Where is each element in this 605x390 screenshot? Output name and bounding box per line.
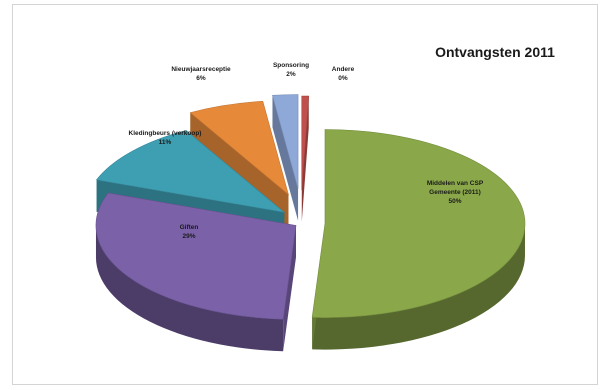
pie-slice-1 [95, 192, 297, 352]
pie-slice-0 [311, 129, 526, 350]
slice-value-3: 6% [196, 75, 206, 82]
slice-label-5: Andere 0% [332, 66, 355, 82]
pie-slice-4 [272, 94, 299, 221]
slice-value-4: 2% [286, 71, 296, 78]
pie-labels: Middelen van CSP Gemeente (2011) 50% Giften… [129, 62, 484, 240]
pie-slices [95, 94, 526, 352]
slice-label-4: Sponsoring 2% [273, 62, 309, 78]
slice-value-0: 50% [448, 198, 461, 205]
pie-slice-5 [301, 95, 310, 223]
slice-value-1: 29% [182, 233, 195, 240]
slice-value-2: 11% [159, 139, 172, 146]
chart-title: Ontvangsten 2011 [435, 44, 555, 60]
chart-frame: Ontvangsten 2011 Middelen van CSP Gemeent… [12, 4, 598, 385]
pie-chart: Ontvangsten 2011 Middelen van CSP Gemeent… [95, 44, 555, 352]
slice-label-1: Giften 29% [180, 224, 199, 240]
slice-label-3: Nieuwjaarsreceptie 6% [171, 66, 231, 82]
slice-label-0: Middelen van CSP Gemeente (2011) 50% [427, 180, 484, 205]
slice-label-2: Kledingbeurs (verkoop) 11% [129, 130, 202, 146]
slice-value-5: 0% [338, 75, 348, 82]
